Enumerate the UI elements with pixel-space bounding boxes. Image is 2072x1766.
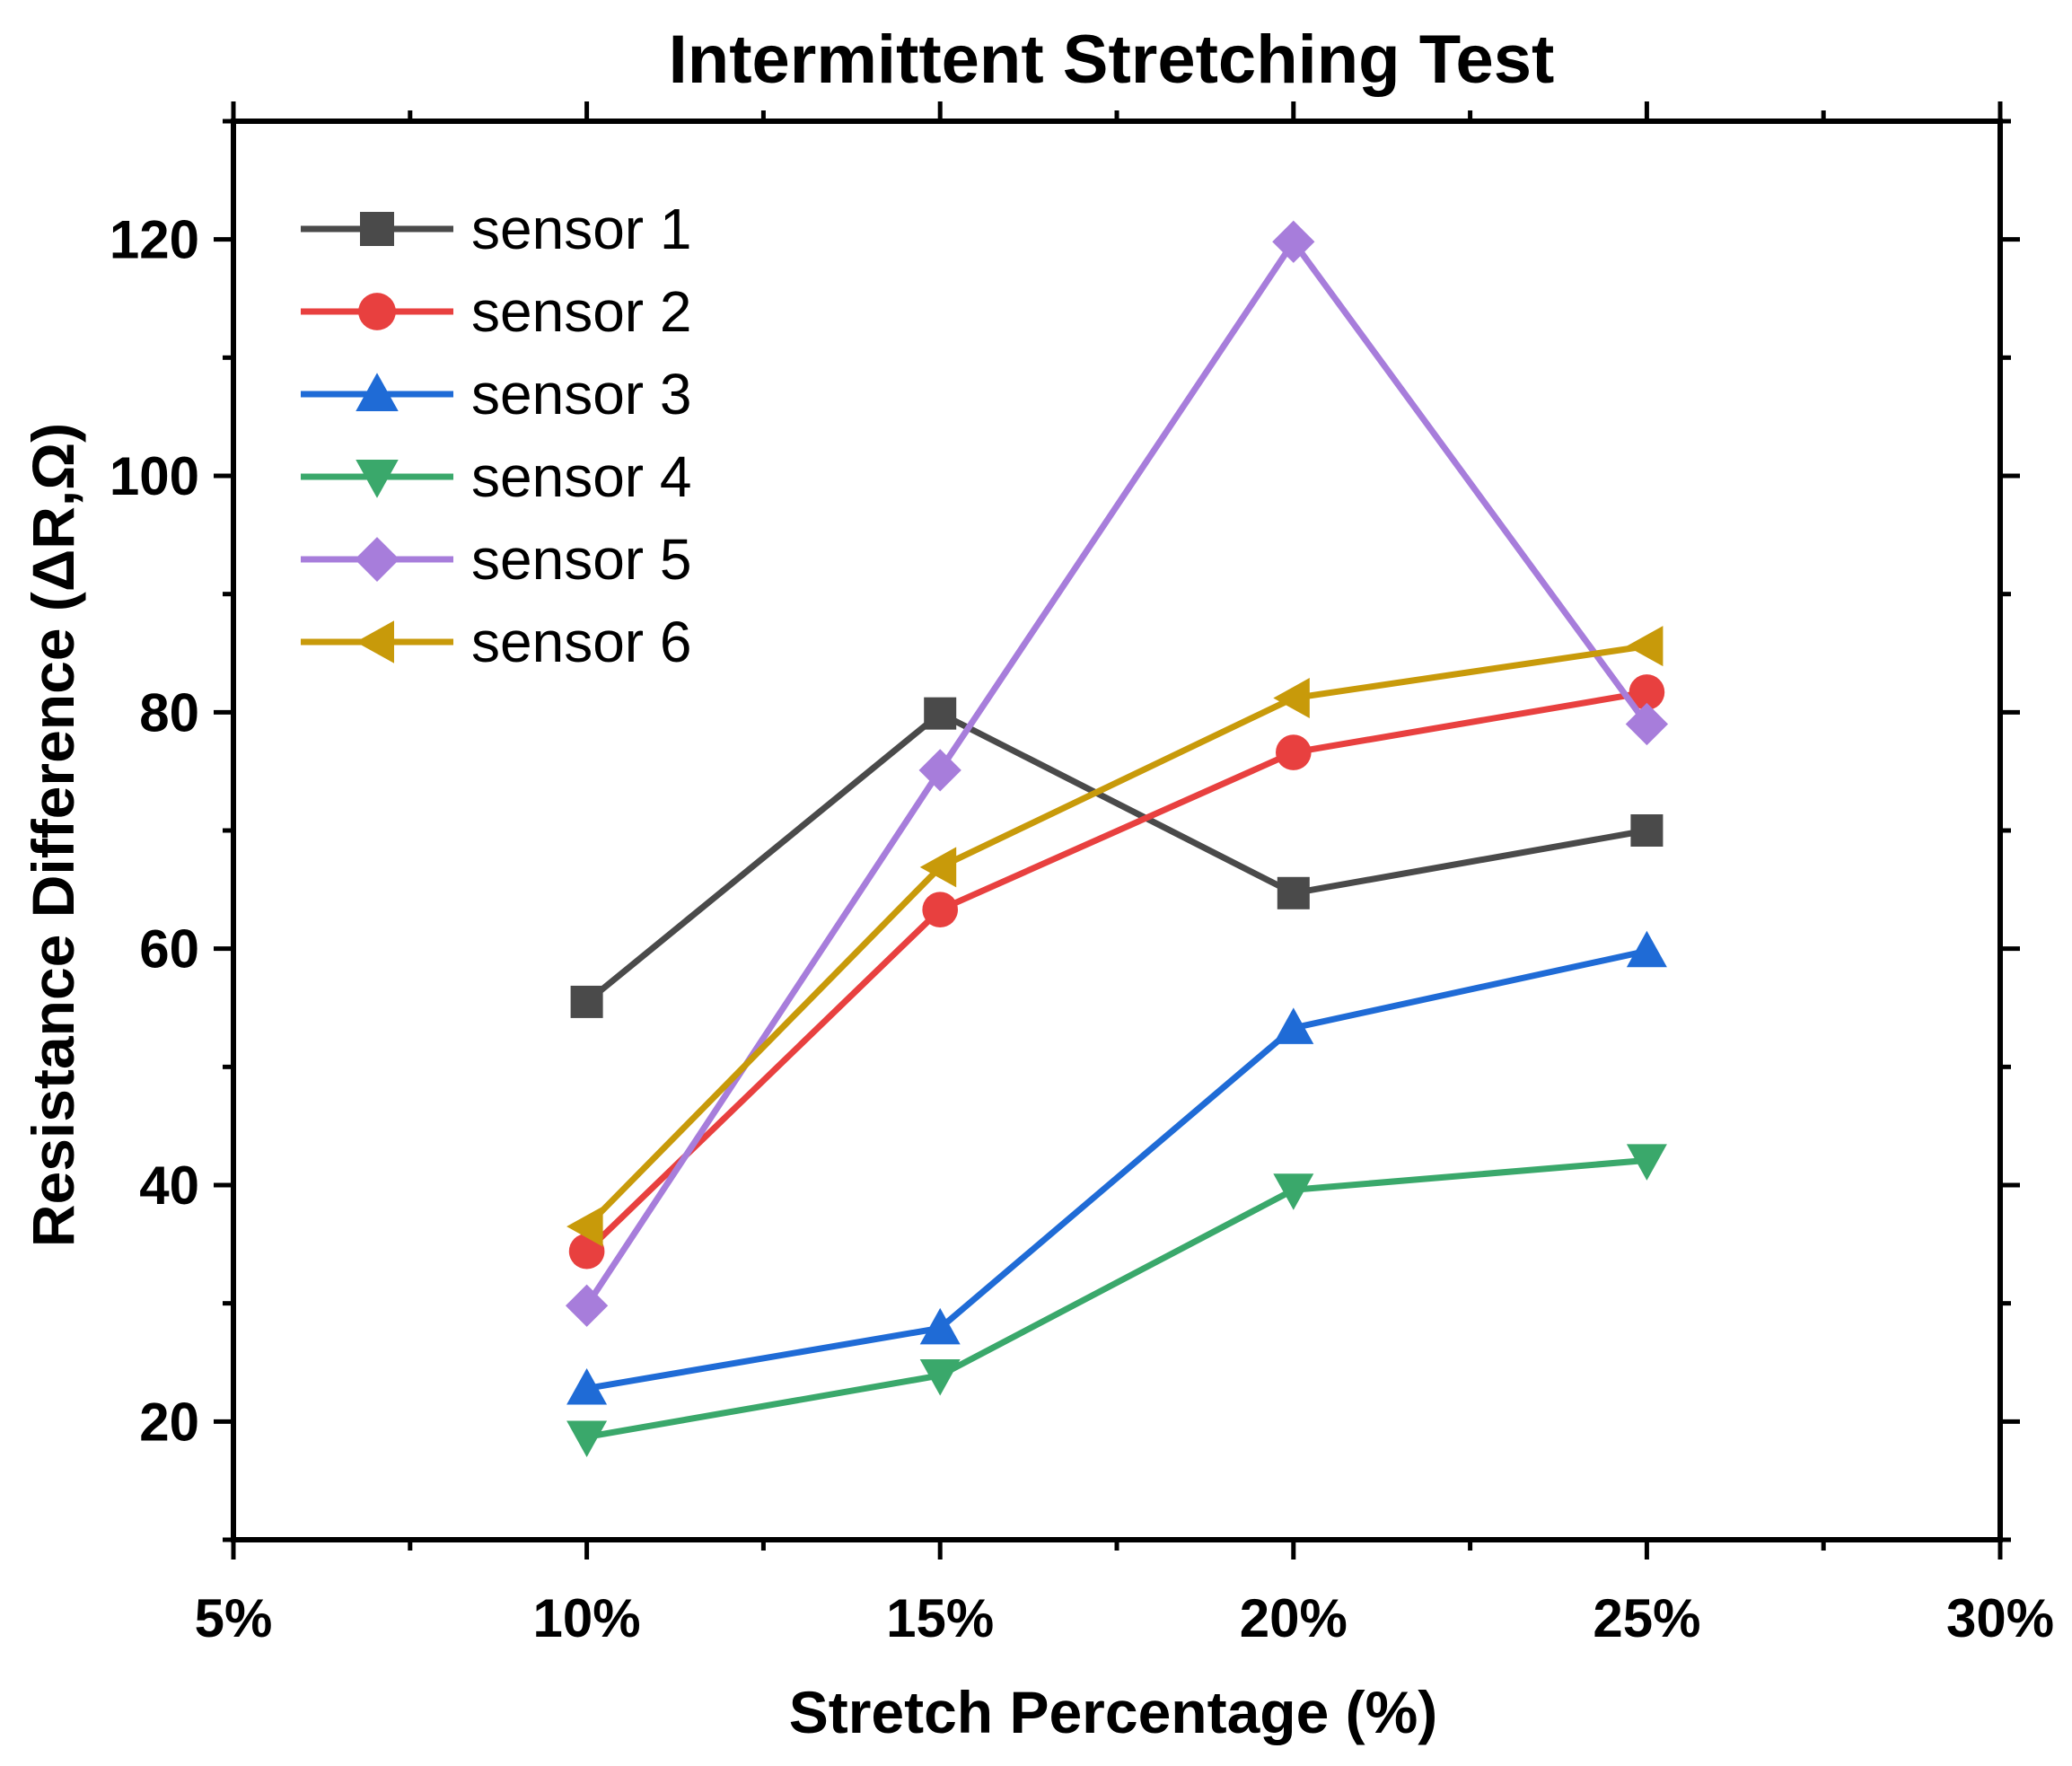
legend-marker-sensor-5 (355, 537, 399, 582)
chart-title: Intermittent Stretching Test (669, 22, 1555, 98)
legend-label-sensor-2: sensor 2 (471, 279, 691, 344)
series-sensor-3 (566, 930, 1667, 1405)
series-sensor-5 (565, 220, 1669, 1327)
data-point-sensor-4 (1273, 1173, 1314, 1210)
legend: sensor 1 sensor 2 sensor 3 sensor 4 sensor 5… (301, 197, 691, 674)
data-point-sensor-6 (919, 847, 957, 888)
x-tick-label: 10% (533, 1588, 641, 1648)
legend-marker-sensor-2 (358, 293, 396, 330)
data-point-sensor-5 (565, 1284, 609, 1327)
series-line-sensor-4 (586, 1156, 1647, 1440)
series-sensor-4 (566, 1144, 1667, 1457)
x-tick-label: 5% (195, 1588, 273, 1648)
legend-label-sensor-6: sensor 6 (471, 610, 691, 674)
y-tick-label: 40 (139, 1155, 199, 1216)
data-point-sensor-6 (1273, 678, 1310, 719)
data-point-sensor-5 (918, 749, 961, 792)
series-line-sensor-1 (584, 710, 1648, 1005)
y-tick-label: 80 (139, 682, 199, 742)
data-point-sensor-1 (570, 985, 603, 1018)
data-point-sensor-1 (1630, 814, 1664, 847)
data-point-sensor-6 (566, 1206, 603, 1247)
data-point-sensor-4 (919, 1358, 961, 1396)
legend-marker-sensor-1 (360, 212, 394, 246)
legend-marker-sensor-6 (356, 620, 394, 663)
data-point-sensor-1 (924, 697, 957, 730)
data-point-sensor-4 (1626, 1144, 1667, 1181)
legend-label-sensor-1: sensor 1 (471, 197, 691, 261)
data-point-sensor-3 (919, 1307, 961, 1345)
legend-label-sensor-4: sensor 4 (471, 444, 691, 509)
x-tick-label: 20% (1240, 1588, 1348, 1648)
y-axis-label: Resistance Difference (ΔR,Ω) (20, 423, 86, 1247)
series-sensor-1 (570, 697, 1664, 1018)
x-tick-label: 15% (886, 1588, 994, 1648)
x-tick-label: 25% (1593, 1588, 1700, 1648)
data-point-sensor-2 (922, 892, 958, 928)
legend-label-sensor-3: sensor 3 (471, 362, 691, 426)
y-tick-label: 100 (110, 446, 199, 506)
data-point-sensor-3 (566, 1367, 608, 1405)
data-point-sensor-1 (1277, 876, 1310, 909)
data-point-sensor-2 (1629, 674, 1665, 710)
series-line-sensor-6 (584, 643, 1647, 1229)
data-point-sensor-3 (1273, 1007, 1314, 1044)
data-point-sensor-5 (1272, 220, 1315, 263)
legend-marker-sensor-3 (356, 373, 399, 411)
data-point-sensor-6 (1626, 626, 1664, 667)
series-line-sensor-2 (584, 689, 1647, 1254)
data-point-sensor-4 (566, 1420, 608, 1457)
x-axis-label: Stretch Percentage (%) (789, 1679, 1438, 1745)
series-line-sensor-5 (584, 238, 1650, 1308)
y-tick-label: 20 (139, 1392, 199, 1452)
legend-marker-sensor-4 (356, 460, 399, 498)
series-sensor-6 (566, 626, 1664, 1247)
series-sensor-2 (568, 674, 1665, 1270)
x-tick-label: 30% (1946, 1588, 2054, 1648)
data-point-sensor-2 (1276, 734, 1312, 770)
y-tick-label: 60 (139, 919, 199, 980)
data-point-sensor-5 (1625, 702, 1669, 746)
data-point-sensor-3 (1626, 930, 1667, 968)
legend-label-sensor-5: sensor 5 (471, 527, 691, 592)
y-tick-label: 120 (110, 210, 199, 270)
series-line-sensor-3 (586, 947, 1648, 1392)
